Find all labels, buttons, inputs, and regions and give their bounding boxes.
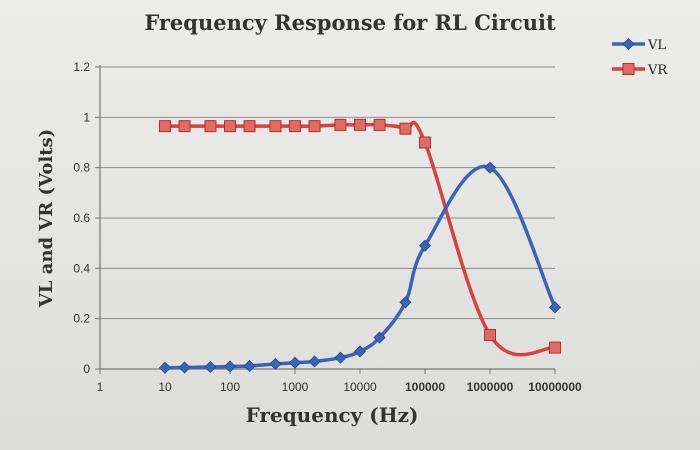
data-point-VR bbox=[308, 120, 321, 133]
data-point-VL bbox=[418, 239, 432, 252]
data-point-VR bbox=[354, 118, 366, 131]
data-point-VL bbox=[483, 161, 497, 174]
data-point-VR bbox=[159, 120, 171, 133]
legend-item-VL: VL bbox=[612, 37, 666, 53]
data-point-VR bbox=[549, 341, 561, 354]
x-tick-label: 10 bbox=[158, 380, 172, 394]
data-point-VL bbox=[158, 361, 172, 374]
data-point-VL bbox=[243, 359, 256, 373]
x-tick-label: 10000 bbox=[343, 380, 377, 394]
data-point-VL bbox=[269, 357, 282, 371]
data-point-VR bbox=[334, 118, 347, 131]
data-point-VR bbox=[204, 120, 217, 133]
data-point-VR bbox=[399, 122, 412, 135]
y-tick-label: 0.2 bbox=[73, 312, 90, 326]
y-tick-labels: 0 0.2 0.4 0.6 0.8 1 1.2 bbox=[73, 60, 90, 376]
y-tick-label: 0 bbox=[83, 362, 90, 376]
data-point-VL bbox=[204, 360, 217, 374]
y-tick-label: 1.2 bbox=[73, 60, 90, 74]
series-line-VR bbox=[163, 120, 557, 357]
data-point-VR bbox=[373, 118, 386, 131]
data-point-VR bbox=[419, 136, 431, 149]
x-tick-label: 100 bbox=[220, 380, 240, 394]
legend-marker bbox=[622, 37, 635, 51]
data-point-VL bbox=[373, 331, 386, 344]
y-axis-label: VL and VR (Volts) bbox=[36, 129, 57, 308]
data-point-VL bbox=[308, 355, 321, 368]
data-point-VL bbox=[353, 345, 367, 358]
data-point-VL bbox=[223, 360, 237, 373]
data-point-VR bbox=[178, 120, 191, 133]
grid-lines bbox=[100, 66, 555, 320]
chart-title: Frequency Response for RL Circuit bbox=[144, 10, 556, 35]
data-point-VR bbox=[269, 120, 282, 133]
y-tick-label: 0.6 bbox=[73, 211, 90, 225]
series-line-VL bbox=[163, 164, 557, 370]
x-axis-label: Frequency (Hz) bbox=[246, 403, 419, 427]
series-VL bbox=[158, 161, 562, 374]
legend-label: VL bbox=[647, 38, 666, 53]
data-point-VL bbox=[178, 361, 191, 374]
x-tick-label: 1000000 bbox=[467, 380, 514, 394]
x-tick-label: 100000 bbox=[405, 380, 445, 394]
x-tick-label: 10000000 bbox=[528, 380, 582, 394]
data-point-VL bbox=[548, 301, 562, 314]
data-point-VR bbox=[224, 120, 236, 133]
data-point-VL bbox=[334, 351, 347, 364]
y-tick-label: 1 bbox=[83, 110, 90, 124]
legend-item-VR: VR bbox=[612, 63, 668, 78]
x-tick-label: 1 bbox=[97, 380, 104, 394]
x-tick-labels: 1 10 100 1000 10000 100000 1000000 10000000 bbox=[97, 380, 582, 394]
legend: VL VR bbox=[612, 37, 668, 78]
data-point-VR bbox=[289, 120, 301, 133]
legend-marker bbox=[622, 63, 635, 75]
data-point-VL bbox=[399, 296, 412, 309]
x-tick-label: 1000 bbox=[282, 380, 309, 394]
y-tick-label: 0.4 bbox=[73, 261, 90, 275]
series-group bbox=[158, 118, 562, 374]
data-point-VL bbox=[288, 356, 302, 369]
data-point-VR bbox=[243, 120, 256, 133]
series-VR bbox=[159, 118, 561, 357]
y-tick-label: 0.8 bbox=[73, 161, 90, 175]
data-point-VR bbox=[484, 329, 496, 342]
legend-label: VR bbox=[647, 63, 668, 78]
